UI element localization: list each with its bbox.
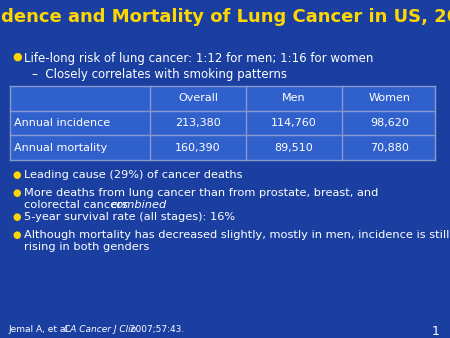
Text: 70,880: 70,880 xyxy=(370,143,409,153)
Text: rising in both genders: rising in both genders xyxy=(24,242,149,252)
Text: 5-year survival rate (all stages): 16%: 5-year survival rate (all stages): 16% xyxy=(24,212,235,222)
Text: Annual mortality: Annual mortality xyxy=(14,143,107,153)
Text: Jemal A, et al.: Jemal A, et al. xyxy=(8,325,74,334)
Text: More deaths from lung cancer than from prostate, breast, and: More deaths from lung cancer than from p… xyxy=(24,188,378,198)
Text: 114,760: 114,760 xyxy=(271,118,316,128)
Text: 98,620: 98,620 xyxy=(370,118,409,128)
Text: ●: ● xyxy=(12,230,21,240)
Text: ●: ● xyxy=(12,52,22,62)
Text: ●: ● xyxy=(12,170,21,180)
Text: Incidence and Mortality of Lung Cancer in US, 2007: Incidence and Mortality of Lung Cancer i… xyxy=(0,8,450,26)
Text: colorectal cancers: colorectal cancers xyxy=(24,200,131,210)
Text: Life-long risk of lung cancer: 1:12 for men; 1:16 for women: Life-long risk of lung cancer: 1:12 for … xyxy=(24,52,374,65)
Text: –  Closely correlates with smoking patterns: – Closely correlates with smoking patter… xyxy=(32,68,287,81)
Text: 1: 1 xyxy=(432,325,440,338)
Text: Men: Men xyxy=(282,93,306,103)
Text: combined: combined xyxy=(110,200,166,210)
Text: ●: ● xyxy=(12,212,21,222)
Text: 160,390: 160,390 xyxy=(175,143,221,153)
Text: Women: Women xyxy=(368,93,410,103)
Text: 213,380: 213,380 xyxy=(175,118,221,128)
Text: Overall: Overall xyxy=(178,93,218,103)
Text: 89,510: 89,510 xyxy=(274,143,313,153)
Text: Although mortality has decreased slightly, mostly in men, incidence is still: Although mortality has decreased slightl… xyxy=(24,230,450,240)
Text: Leading cause (29%) of cancer deaths: Leading cause (29%) of cancer deaths xyxy=(24,170,243,180)
Text: ●: ● xyxy=(12,188,21,198)
Text: CA Cancer J Clin.: CA Cancer J Clin. xyxy=(64,325,139,334)
Text: 2007;57:43.: 2007;57:43. xyxy=(127,325,184,334)
FancyBboxPatch shape xyxy=(10,86,435,160)
Text: Annual incidence: Annual incidence xyxy=(14,118,110,128)
